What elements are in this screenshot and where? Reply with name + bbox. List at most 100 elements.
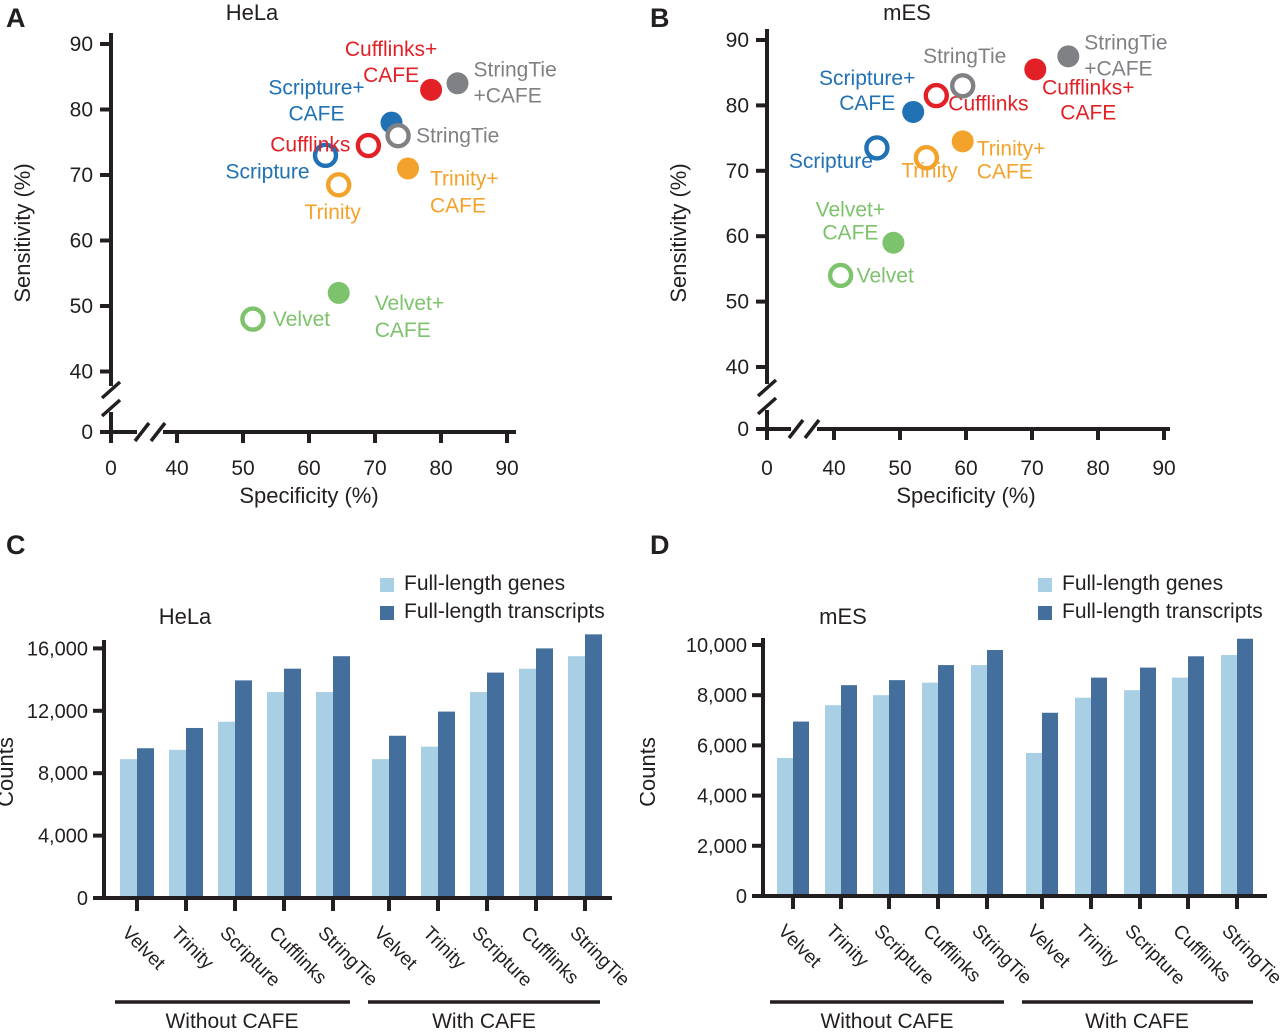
y-tick-label: 6,000 [697,735,747,757]
panel-title: HeLa [226,0,279,25]
scatter-plot-mes: 90 80 70 60 50 40 00 40 50 60 70 80 90 mES Specificity… [666,0,1176,508]
bar-transcripts-scripture [235,680,252,898]
point-label: Cufflinks [948,93,1028,116]
y-tick-label: 50 [726,291,749,314]
data-point-stringtie-cafe [446,72,469,95]
bar-transcripts-trinity-cafe [438,711,455,898]
point-label: StringTie [416,125,499,148]
point-label: Scripture+ [819,67,915,90]
bar-genes-cufflinks [267,692,284,898]
x-tick-label: 50 [888,457,911,480]
bar-genes-scripture-cafe [1124,690,1140,896]
point-label: CAFE [363,64,419,87]
bar-genes-stringtie [316,692,333,898]
data-point-stringtie [950,73,976,99]
bar-genes-scripture-cafe [470,692,487,898]
x-axis-break-mark [803,418,821,440]
y-axis-title: Sensitivity (%) [10,163,35,302]
y-tick-label: 70 [70,164,93,187]
x-tick-label: 90 [1152,457,1175,480]
bar-genes-velvet-cafe [1026,752,1042,896]
panel-a-scatter-hela: 90 80 70 60 50 40 0 0 40 50 60 70 80 90 HeLa Specificit… [0,0,640,525]
point-label: Cufflinks+ [1042,76,1134,99]
panel-letter-c: C [6,530,26,560]
category-label: Velvet [117,923,169,975]
y-tick-label: 50 [70,295,93,318]
point-label: Scripture+ [268,77,364,100]
point-label: +CAFE [1084,57,1152,80]
point-label: CAFE [977,160,1033,183]
x-tick-label: 80 [429,457,452,480]
bar-genes-cufflinks [922,682,938,896]
bar-transcripts-stringtie [987,650,1003,896]
point-label: +CAFE [474,84,542,107]
y-tick-label: 16,000 [27,638,88,660]
category-label: Velvet [1022,921,1074,973]
y-axis-break-mark [756,396,778,416]
panel-title: mES [819,604,867,629]
y-tick-label: 90 [70,33,93,56]
bar-transcripts-velvet [137,748,154,898]
bar-transcripts-cufflinks [284,668,301,898]
data-point-scripture-cafe [902,100,925,123]
y-tick-label: 0 [77,888,88,910]
bar-transcripts-velvet-cafe [1042,712,1058,896]
data-point-scripture [312,142,339,169]
data-point-trinity-cafe [951,130,974,153]
bar-genes-cufflinks-cafe [519,668,536,898]
panel-letter-d: D [650,530,670,560]
bar-chart-hela: 16,00012,0008,0004,0000VelvetTrinityScri… [0,572,634,1032]
point-label: CAFE [430,194,486,217]
panel-title: HeLa [159,604,212,629]
y-tick-label: 70 [726,160,749,183]
y-tick-label: 8,000 [697,685,747,707]
scatter-plot-hela: 90 80 70 60 50 40 00 40 50 60 70 80 90 HeLa Specificit… [10,0,557,508]
legend-label: Full-length transcripts [1062,600,1263,623]
bar-transcripts-stringtie-cafe [585,634,602,898]
y-tick-label: 0 [736,886,747,908]
x-axis-title: Specificity (%) [896,483,1035,508]
y-tick-label: 60 [70,230,93,253]
data-point-trinity [326,172,352,198]
bar-transcripts-trinity [186,727,203,898]
point-label: Velvet [273,308,330,331]
bar-transcripts-cufflinks [938,665,954,896]
bar-genes-scripture [218,721,235,898]
x-tick-label: 0 [105,457,117,480]
data-point-stringtie [385,122,411,149]
category-label: Velvet [773,921,825,973]
y-axis-break-mark [100,380,122,400]
bar-genes-stringtie [971,665,987,896]
y-tick-label: 0 [737,418,749,441]
legend-swatch-transcripts [1038,606,1052,620]
y-tick-label: 80 [726,94,749,117]
point-label: Velvet+ [816,199,885,222]
data-point-cufflinks-cafe [420,78,443,101]
data-point-cufflinks [355,132,382,159]
point-label: Velvet [857,264,914,287]
bar-transcripts-velvet-cafe [389,735,406,898]
x-axis-title: Specificity (%) [239,483,378,508]
data-point-velvet-cafe [327,281,350,304]
legend-label: Full-length genes [404,572,565,595]
bar-transcripts-scripture [889,680,905,896]
x-tick-label: 70 [1020,457,1043,480]
bar-chart-mes: 10,0008,0006,0004,0002,0000VelvetTrinity… [635,572,1280,1032]
y-tick-label: 4,000 [697,786,747,808]
x-tick-label: 60 [297,457,320,480]
x-tick-label: 50 [231,457,254,480]
legend-label: Full-length genes [1062,572,1223,595]
y-axis-break-mark [756,378,778,398]
point-label: Velvet+ [375,292,444,315]
point-label: CAFE [288,103,344,126]
x-axis-break-mark [149,421,167,443]
y-tick-label: 2,000 [697,836,747,858]
category-label: Velvet [369,923,421,975]
legend-swatch-genes [380,578,394,592]
data-point-velvet [240,306,266,332]
y-axis-break-mark [100,398,122,418]
panel-d-bars-mes: 10,000 8,000 6,000 4,000 2,000 0 Velvet Trinity… [635,520,1280,1032]
bar-transcripts-velvet [793,721,809,896]
bar-transcripts-trinity-cafe [1091,677,1107,896]
point-label: Trinity [305,201,362,224]
